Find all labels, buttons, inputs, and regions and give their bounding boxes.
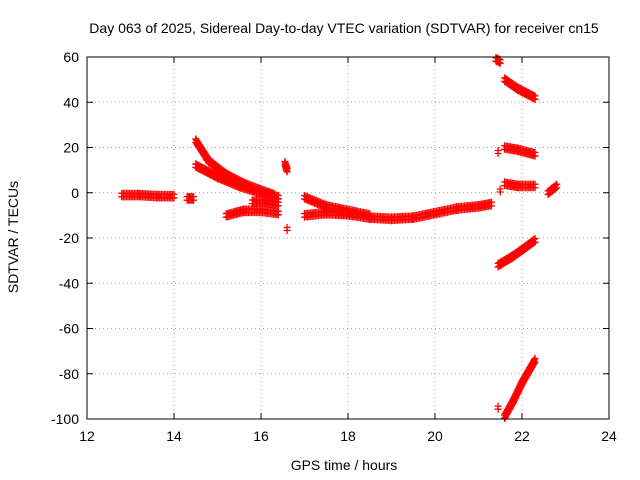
axes: 12 14 16 18 20 22 24 60 40 20 0 -20 -40 -60 -80 -100 — [51, 49, 617, 444]
y-tick-label: 20 — [63, 140, 79, 156]
data-point-marker — [552, 185, 560, 193]
y-tick-label: 40 — [63, 94, 79, 110]
data-point-marker — [530, 239, 538, 247]
data-point-marker — [531, 358, 539, 366]
data-point-marker — [531, 184, 539, 192]
data-point-marker — [190, 196, 198, 204]
y-tick-label: -40 — [59, 275, 79, 291]
data-point-marker — [494, 405, 502, 413]
x-axis-label: GPS time / hours — [291, 457, 398, 473]
x-tick-label: 18 — [340, 428, 356, 444]
grid-lines — [87, 57, 609, 419]
y-tick-label: 0 — [71, 185, 79, 201]
data-point-marker — [488, 202, 496, 210]
data-point-marker — [496, 188, 504, 196]
data-point-marker — [530, 359, 538, 367]
data-point-marker — [496, 59, 504, 67]
y-tick-label: -20 — [59, 230, 79, 246]
plot-frame — [86, 56, 610, 420]
data-point-marker — [283, 226, 291, 234]
chart-title: Day 063 of 2025, Sidereal Day-to-day VTE… — [89, 20, 599, 36]
y-axis-label: SDTVAR / TECUs — [5, 181, 21, 293]
y-tick-label: -80 — [59, 366, 79, 382]
x-tick-label: 24 — [601, 428, 617, 444]
data-points — [118, 53, 561, 423]
data-point-marker — [170, 194, 178, 202]
x-tick-label: 20 — [427, 428, 443, 444]
y-tick-label: -60 — [59, 321, 79, 337]
y-tick-label: -100 — [51, 411, 79, 427]
x-tick-label: 14 — [166, 428, 182, 444]
data-point-marker — [531, 96, 539, 104]
x-tick-label: 22 — [514, 428, 530, 444]
x-tick-label: 12 — [79, 428, 95, 444]
data-point-marker — [553, 184, 561, 192]
data-point-marker — [283, 168, 291, 176]
data-point-marker — [274, 211, 282, 219]
data-point-marker — [494, 150, 502, 158]
x-tick-label: 16 — [253, 428, 269, 444]
data-point-marker — [531, 152, 539, 160]
y-tick-label: 60 — [63, 49, 79, 65]
data-point-marker — [531, 238, 539, 246]
